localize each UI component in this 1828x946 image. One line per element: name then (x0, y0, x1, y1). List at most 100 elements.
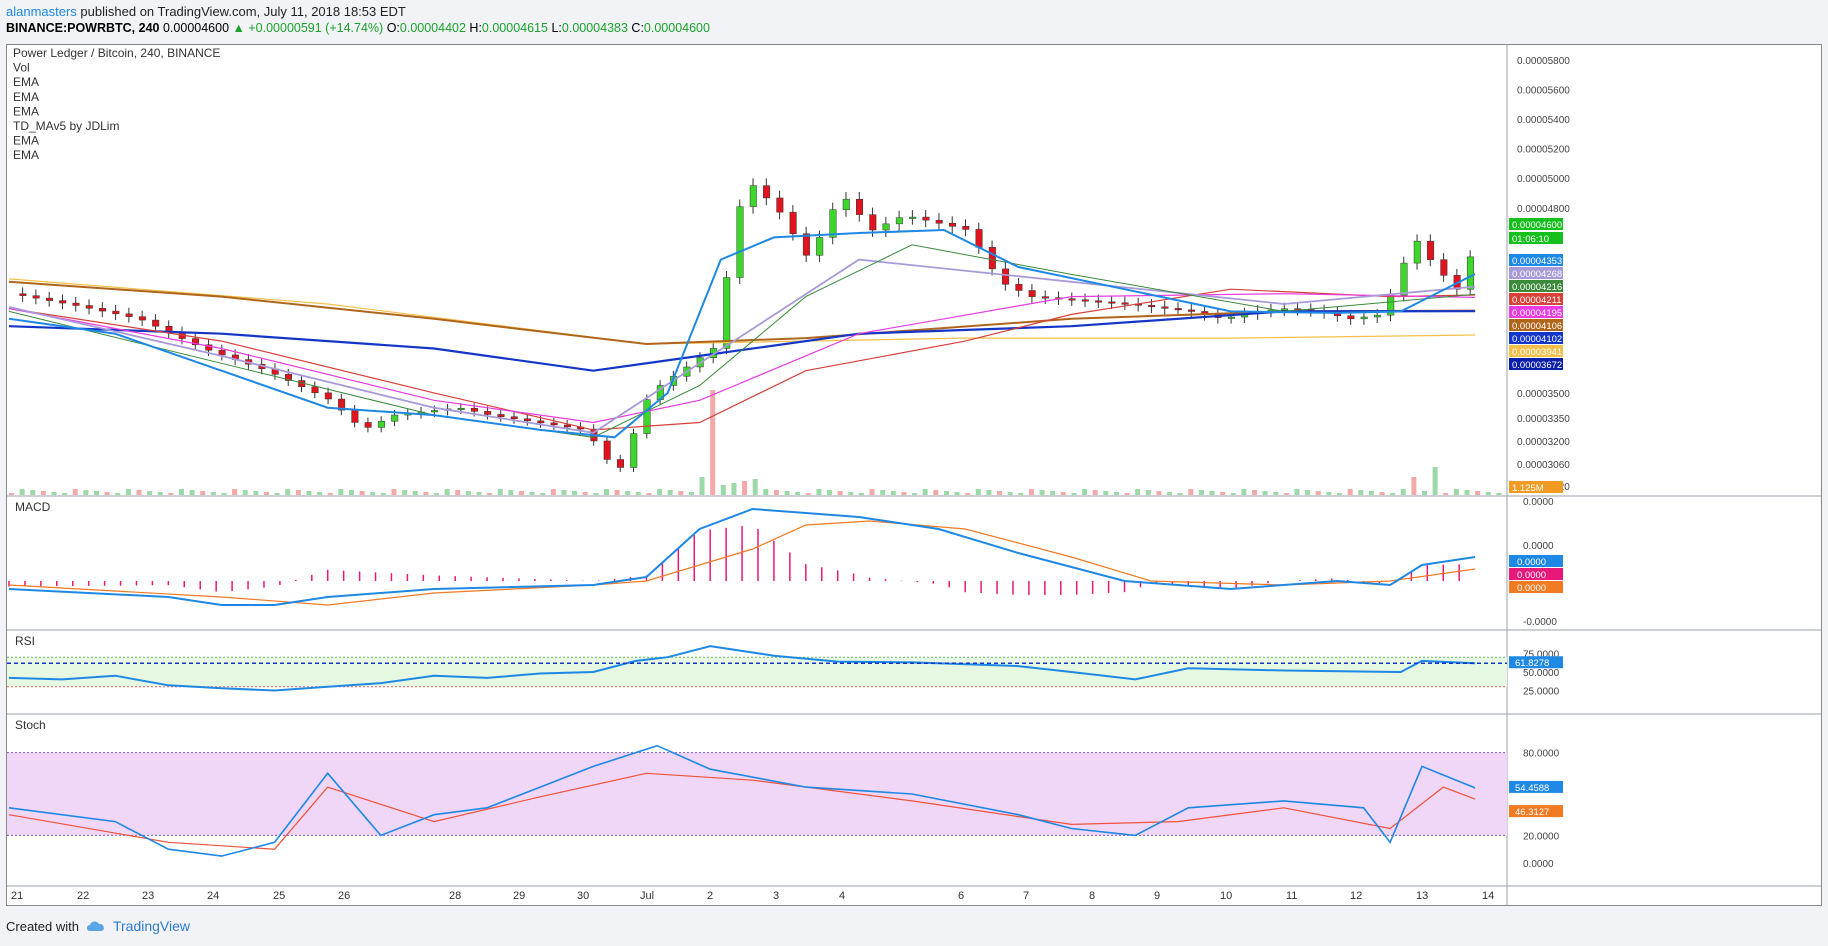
candle-down (338, 398, 346, 411)
volume-bar (742, 481, 748, 495)
candle-up (1400, 262, 1408, 296)
tradingview-brand[interactable]: TradingView (112, 918, 191, 934)
price-label-box (1509, 358, 1563, 370)
x-tick-label: 10 (1220, 890, 1232, 902)
volume-bar (338, 489, 344, 495)
volume-bar (51, 492, 57, 495)
macd-tick-label: -0.0000 (1523, 617, 1557, 628)
price-tick-label: 0.00005400 (1517, 115, 1570, 126)
candle-down (1161, 306, 1169, 309)
volume-bar (657, 489, 663, 495)
candle-up (391, 414, 399, 422)
volume-bar (837, 491, 843, 495)
candle-down (616, 459, 624, 468)
volume-bar (1283, 493, 1289, 495)
volume-bar (83, 490, 89, 495)
volume-bar (880, 490, 886, 495)
publish-info: alanmasters published on TradingView.com… (6, 4, 406, 19)
price-label-box (1509, 280, 1563, 292)
volume-bar (508, 490, 514, 495)
candle-down (112, 310, 120, 315)
price-tick-label: 0.00003060 (1517, 460, 1570, 471)
volume-bar (72, 489, 78, 495)
macd-label-box (1509, 581, 1563, 593)
price-label-box (1509, 232, 1563, 244)
volume-bar (1390, 493, 1396, 495)
tradingview-cloud-icon (86, 921, 104, 931)
volume-bar (784, 491, 790, 495)
chart-title: Power Ledger / Bitcoin, 240, BINANCE (13, 46, 220, 60)
price-label-box (1509, 293, 1563, 305)
candle-up (431, 410, 439, 413)
price-label-text: 0.00003941 (1512, 347, 1562, 358)
volume-bar (1050, 491, 1056, 495)
volume-bar (582, 492, 588, 495)
volume-bar (1135, 489, 1141, 495)
low-value: 0.00004383 (561, 21, 628, 35)
stoch-k-line (8, 744, 1476, 857)
candle-down (72, 302, 80, 306)
price-label-text: 0.00004353 (1512, 256, 1562, 267)
volume-bar (688, 492, 694, 495)
volume-bar (1220, 492, 1226, 495)
candle-down (1427, 240, 1435, 260)
x-tick-label: 29 (513, 890, 525, 902)
volume-bar (1039, 490, 1045, 495)
x-tick-label: 11 (1286, 890, 1297, 902)
author-link[interactable]: alanmasters (6, 4, 77, 19)
volume-bar (603, 489, 609, 495)
price-tick-label: 0.00004800 (1517, 204, 1570, 215)
price-tick-label: 0.00005000 (1517, 174, 1570, 185)
candle-down (537, 420, 545, 424)
volume-bar (625, 491, 631, 495)
legend-item: EMA (13, 104, 39, 118)
volume-bar (1443, 493, 1449, 495)
candle-down (59, 300, 67, 304)
volume-bar (1156, 491, 1162, 495)
volume-bar (943, 491, 949, 495)
candle-down (19, 293, 27, 296)
volume-bar (954, 492, 960, 495)
candle-down (550, 422, 558, 426)
candle-down (1081, 299, 1089, 302)
stoch-d-label-box (1509, 805, 1563, 818)
volume-bar (890, 491, 896, 495)
candle-down (324, 392, 332, 400)
volume-bar (912, 493, 918, 495)
chart-svg[interactable]: 0.00005800 0.00005600 0.00005400 0.00005200… (7, 45, 1821, 905)
candle-down (205, 344, 213, 351)
volume-bar (858, 493, 864, 495)
volume-bar (359, 491, 365, 495)
candle-down (1015, 284, 1023, 291)
stoch-band (7, 752, 1507, 836)
volume-bar (19, 489, 25, 495)
candle-down (1028, 290, 1036, 297)
open-value: 0.00004402 (399, 21, 466, 35)
volume-bar (1060, 492, 1066, 495)
candle-down (563, 424, 571, 428)
price-label-text: 0.00004195 (1512, 308, 1562, 319)
chart-container[interactable]: 0.00005800 0.00005600 0.00005400 0.00005200… (6, 44, 1822, 906)
volume-bar (1071, 493, 1077, 495)
ema-green-line (8, 244, 1476, 438)
volume-bar (1453, 489, 1459, 495)
published-text: published on TradingView.com, July 11, 2… (76, 4, 406, 19)
volume-bar (178, 489, 184, 495)
volume-bar (529, 492, 535, 495)
volume-bar (306, 491, 312, 495)
price-tick-label: 0.00003200 (1517, 437, 1570, 448)
volume-bar (1103, 491, 1109, 495)
footer: Created with TradingView (6, 918, 190, 934)
candle-down (1095, 300, 1103, 303)
volume-bar (242, 490, 248, 495)
volume-bar (1411, 477, 1417, 495)
price-tick-label: 0.00005600 (1517, 85, 1570, 96)
volume-bar (1177, 493, 1183, 495)
volume-bar (646, 493, 652, 495)
volume-bar (614, 490, 620, 495)
volume-bar (189, 490, 195, 495)
volume-bar (1082, 489, 1088, 495)
price-tick-label: 0.00005800 (1517, 56, 1570, 67)
candle-down (1148, 305, 1156, 308)
volume-bar (901, 492, 907, 495)
